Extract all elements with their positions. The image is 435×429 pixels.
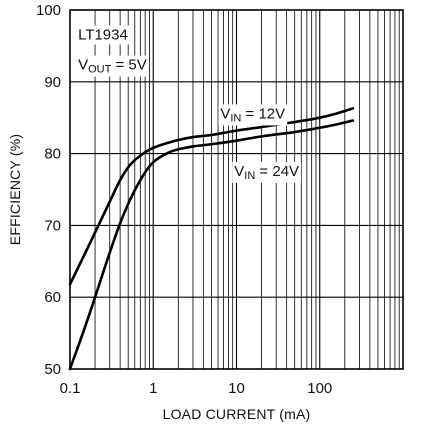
y-axis-label: EFFICIENCY (%) [7,134,23,245]
annotation-text: = 5V [111,57,146,74]
annotation-vin-12v-group: VIN = 12V [218,104,288,126]
y-tick-label: 100 [36,2,61,19]
y-tick-label: 90 [44,74,61,91]
annotation-text: V [220,105,230,122]
plot-frame [69,9,404,370]
y-tick-label: 50 [44,361,61,378]
annotation-background [232,161,302,183]
annotation-text: V [78,57,88,74]
x-tick-label: 10 [228,380,245,397]
series-line-vin-12v [68,107,355,286]
annotation-subscript: IN [230,112,241,124]
annotation-part-number: LT1934 [78,26,128,43]
x-tick-label: 100 [307,380,332,397]
plot-lines [68,107,355,371]
annotation-vout: VOUT = 5V [78,57,147,76]
y-tick-label: 60 [44,289,61,306]
y-tick-label: 80 [44,146,61,163]
annotation-text: = 12V [241,105,285,122]
annotation-part-number-group: LT1934 [76,25,130,45]
annotation-background [218,104,288,126]
annotation-vout-group: VOUT = 5V [76,55,149,77]
annotation-text: = 24V [255,163,299,180]
annotation-background [76,55,149,77]
annotation-text: V [234,163,244,180]
tick-labels: 0.1 1 10 100 50 60 70 80 90 100 [36,2,332,397]
annotation-background [76,25,130,45]
y-tick-label: 70 [44,217,61,234]
x-axis-label: LOAD CURRENT (mA) [163,406,311,422]
x-tick-label: 1 [149,380,157,397]
annotation-text: LT1934 [78,26,128,43]
annotation-vin-24v: VIN = 24V [234,163,299,182]
annotation-subscript: OUT [88,64,112,76]
annotation-subscript: IN [244,170,255,182]
annotation-vin-12v: VIN = 12V [220,105,285,124]
x-tick-label: 0.1 [60,380,81,397]
series-line-vin-24v [68,119,355,371]
annotation-vin-24v-group: VIN = 24V [232,161,302,183]
